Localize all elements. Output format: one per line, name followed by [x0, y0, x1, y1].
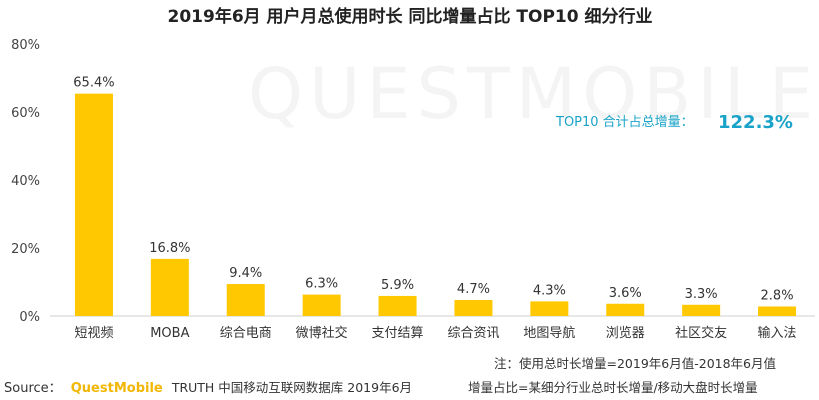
bar-value-label: 6.3%	[305, 277, 338, 292]
bar-value-label: 2.8%	[761, 288, 794, 303]
source-text: TRUTH 中国移动互联网数据库 2019年6月	[171, 380, 412, 395]
bar	[378, 295, 417, 316]
callout-value: 122.3%	[718, 112, 793, 133]
bar-value-label: 4.7%	[457, 282, 490, 297]
bar-value-label: 4.3%	[533, 283, 566, 298]
category-label: 地图导航	[523, 325, 575, 341]
value-labels: 65.4% 16.8% 9.4% 6.3% 5.9% 4.7% 4.3% 3.6% 3.3% 2.…	[73, 76, 793, 304]
category-label: MOBA	[150, 326, 189, 341]
y-tick-label: 0%	[19, 310, 40, 325]
source-line: Source： QuestMobile TRUTH 中国移动互联网数据库 201…	[4, 377, 412, 396]
bar	[530, 301, 569, 316]
y-tick-label: 60%	[11, 106, 40, 121]
bar	[226, 284, 265, 316]
bar-value-label: 5.9%	[381, 278, 414, 293]
source-label: Source：	[4, 381, 62, 396]
category-label: 输入法	[758, 325, 797, 341]
y-tick-label: 80%	[11, 38, 40, 53]
bar-value-label: 65.4%	[73, 76, 114, 91]
source-brand: QuestMobile	[71, 381, 163, 396]
category-labels: 短视频 MOBA 综合电商 微博社交 支付结算 综合资讯 地图导航 浏览器 社区交友 输入法	[74, 325, 796, 341]
category-label: 综合资讯	[447, 326, 499, 341]
note-line-2: 增量占比=某细分行业总时长增量/移动大盘时长增量	[468, 380, 758, 395]
bar	[758, 306, 797, 316]
bar	[682, 304, 721, 316]
bar-value-label: 9.4%	[229, 266, 262, 281]
bar	[454, 300, 493, 316]
bar-value-label: 3.6%	[609, 286, 642, 301]
category-label: 支付结算	[372, 326, 424, 341]
category-label: 综合电商	[220, 326, 272, 341]
bar-value-label: 16.8%	[149, 241, 190, 256]
chart-title: 2019年6月 用户月总使用时长 同比增量占比 TOP10 细分行业	[168, 6, 653, 27]
bars	[74, 93, 797, 316]
bar	[74, 93, 113, 316]
note-line-1: 注：使用总时长增量=2019年6月值-2018年6月值	[494, 356, 776, 371]
bar	[606, 303, 645, 316]
bar	[302, 294, 341, 316]
y-axis-ticks: 0% 20% 40% 60% 80%	[11, 38, 40, 325]
bar	[150, 258, 189, 316]
callout-label: TOP10 合计占总增量：	[555, 115, 694, 130]
category-label: 社区交友	[675, 325, 727, 341]
category-label: 短视频	[74, 326, 113, 341]
category-label: 浏览器	[606, 325, 645, 341]
y-tick-label: 40%	[11, 174, 40, 189]
watermark-text: QUESTMOBILE	[248, 53, 819, 135]
category-label: 微博社交	[296, 325, 348, 341]
bar-value-label: 3.3%	[685, 287, 718, 302]
y-tick-label: 20%	[11, 242, 40, 257]
